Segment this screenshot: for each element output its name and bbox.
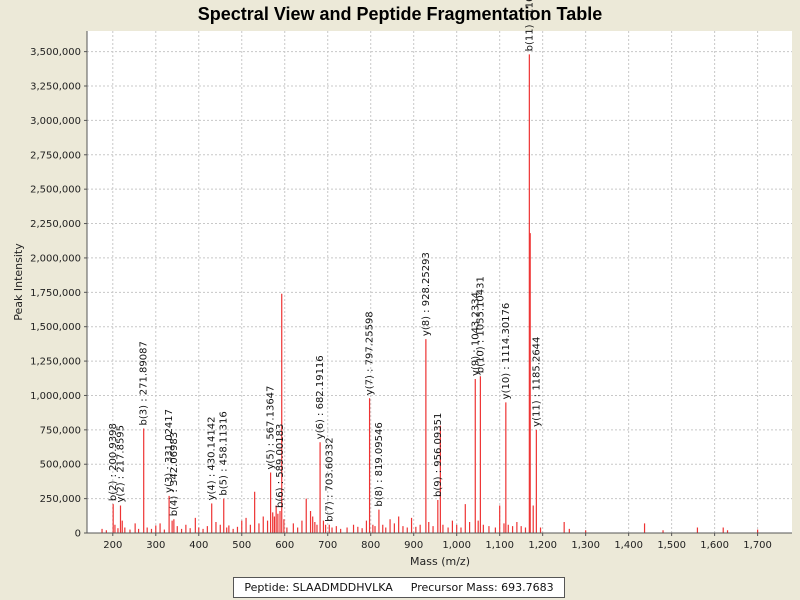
x-tick-label: 1,500 — [657, 540, 686, 551]
peak-annotation: y(6) : 682.19116 — [315, 355, 326, 439]
x-tick-label: 1,000 — [442, 540, 471, 551]
y-tick-label: 1,750,000 — [30, 288, 81, 299]
x-tick-label: 900 — [404, 540, 423, 551]
x-tick-label: 700 — [318, 540, 337, 551]
peak-annotation: y(5) : 567.13647 — [266, 386, 277, 470]
peak-annotation: y(11) : 1185.2644 — [531, 337, 542, 427]
x-axis-label: Mass (m/z) — [410, 555, 470, 568]
peak-annotation: b(10) : 1055.10431 — [475, 276, 486, 373]
peak-annotation: y(3) : 331.02417 — [164, 409, 175, 493]
x-tick-label: 1,100 — [485, 540, 514, 551]
peptide-sequence: Peptide: SLAADMDDHVLKA — [244, 581, 393, 594]
plot-area — [87, 31, 792, 533]
x-tick-label: 800 — [361, 540, 380, 551]
peak-annotation: b(5) : 458.11316 — [219, 411, 230, 495]
x-tick-label: 1,300 — [571, 540, 600, 551]
y-tick-label: 500,000 — [40, 460, 81, 471]
peak-annotation: y(8) : 928.25293 — [421, 252, 432, 336]
y-tick-label: 2,500,000 — [30, 185, 81, 196]
chart-title: Spectral View and Peptide Fragmentation … — [198, 4, 602, 24]
peak-annotation: y(9) : 1043.2334 — [470, 292, 481, 376]
peak-annotation: b(9) : 956.09351 — [433, 413, 444, 497]
y-tick-label: 3,250,000 — [30, 82, 81, 93]
peak-annotation: b(4) : 342.06983 — [169, 432, 180, 516]
peak-annotation: y(4) : 430.14142 — [207, 417, 218, 501]
peptide-info-box: Peptide: SLAADMDDHVLKA Precursor Mass: 6… — [233, 577, 565, 598]
peak-annotation: y(10) : 1114.30176 — [501, 303, 512, 400]
x-tick-label: 1,600 — [700, 540, 729, 551]
peak-annotation: b(6) : 589.00183 — [275, 424, 286, 508]
x-tick-label: 400 — [189, 540, 208, 551]
y-tick-label: 2,750,000 — [30, 150, 81, 161]
peak-annotation: y(7) : 797.25598 — [365, 311, 376, 395]
peak-annotation: y(2) : 217.8595 — [115, 425, 126, 503]
x-tick-label: 200 — [103, 540, 122, 551]
peak-annotation: b(7) : 703.60332 — [324, 437, 335, 521]
precursor-mass: Precursor Mass: 693.7683 — [410, 581, 554, 594]
y-tick-label: 3,500,000 — [30, 47, 81, 58]
peak-annotation: b(8) : 819.09546 — [374, 422, 385, 506]
y-tick-label: 750,000 — [40, 425, 81, 436]
x-tick-label: 300 — [146, 540, 165, 551]
x-tick-label: 1,400 — [614, 540, 643, 551]
y-tick-label: 3,000,000 — [30, 116, 81, 127]
y-tick-label: 0 — [75, 529, 81, 540]
spectrum-chart: Spectral View and Peptide Fragmentation … — [12, 0, 792, 568]
x-tick-label: 500 — [232, 540, 251, 551]
y-axis-label: Peak Intensity — [12, 243, 25, 321]
y-tick-label: 250,000 — [40, 494, 81, 505]
x-tick-label: 600 — [275, 540, 294, 551]
peak-annotation: b(3) : 271.89087 — [139, 341, 150, 425]
y-tick-label: 2,250,000 — [30, 219, 81, 230]
peak-annotation: b(2) : 200.9398 — [108, 423, 119, 501]
peak-annotation: b(11) : 1168.97192 — [524, 0, 535, 51]
y-tick-label: 1,500,000 — [30, 322, 81, 333]
x-tick-label: 1,700 — [743, 540, 772, 551]
y-tick-label: 1,000,000 — [30, 391, 81, 402]
y-tick-label: 2,000,000 — [30, 253, 81, 264]
x-tick-label: 1,200 — [528, 540, 557, 551]
y-tick-label: 1,250,000 — [30, 357, 81, 368]
